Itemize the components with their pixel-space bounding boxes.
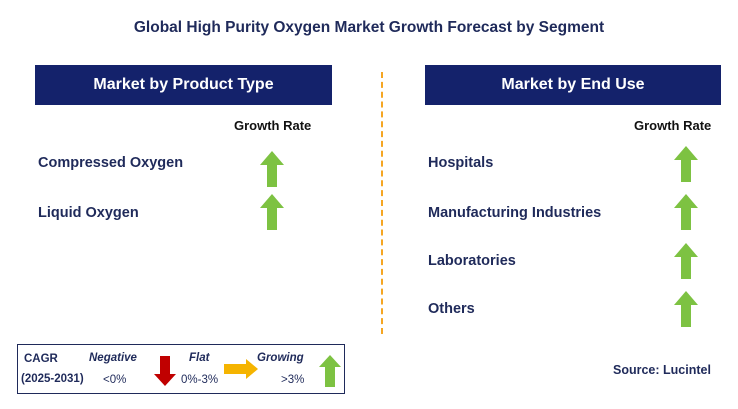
growing-arrow-icon	[319, 355, 341, 387]
product-item-compressed-oxygen: Compressed Oxygen	[38, 155, 184, 171]
growing-arrow-icon	[674, 194, 698, 230]
growing-arrow-icon	[674, 291, 698, 327]
end-use-growth-rate-label: Growth Rate	[634, 118, 712, 133]
end-use-header: Market by End Use	[425, 65, 721, 105]
growing-arrow-icon	[674, 146, 698, 182]
end-use-item-others: Others	[428, 301, 475, 317]
legend-flat-range: 0%-3%	[181, 374, 219, 386]
growing-arrow-icon	[674, 243, 698, 279]
legend-negative-range: <0%	[103, 374, 127, 386]
legend-negative-label: Negative	[89, 352, 137, 364]
legend-growing-range: >3%	[281, 374, 305, 386]
end-use-item-manufacturing-industries: Manufacturing Industries	[428, 205, 602, 221]
legend-flat-label: Flat	[189, 352, 210, 364]
flat-arrow-icon	[224, 359, 258, 379]
product-type-growth-rate-label: Growth Rate	[234, 118, 312, 133]
legend-growing-label: Growing	[257, 352, 304, 364]
source-note: Source: Lucintel	[613, 363, 711, 377]
product-type-header: Market by Product Type	[35, 65, 332, 105]
product-item-liquid-oxygen: Liquid Oxygen	[38, 205, 139, 221]
growing-arrow-icon	[260, 194, 284, 230]
legend-cagr-label: CAGR	[24, 353, 58, 365]
cagr-legend: CAGR (2025-2031) Negative <0% Flat 0%-3%…	[17, 344, 345, 394]
negative-arrow-icon	[154, 356, 176, 386]
end-use-item-laboratories: Laboratories	[428, 253, 516, 269]
end-use-item-hospitals: Hospitals	[428, 155, 494, 171]
panel-divider	[381, 72, 383, 334]
growing-arrow-icon	[260, 151, 284, 187]
page-title: Global High Purity Oxygen Market Growth …	[133, 19, 605, 36]
legend-period: (2025-2031)	[21, 373, 84, 385]
